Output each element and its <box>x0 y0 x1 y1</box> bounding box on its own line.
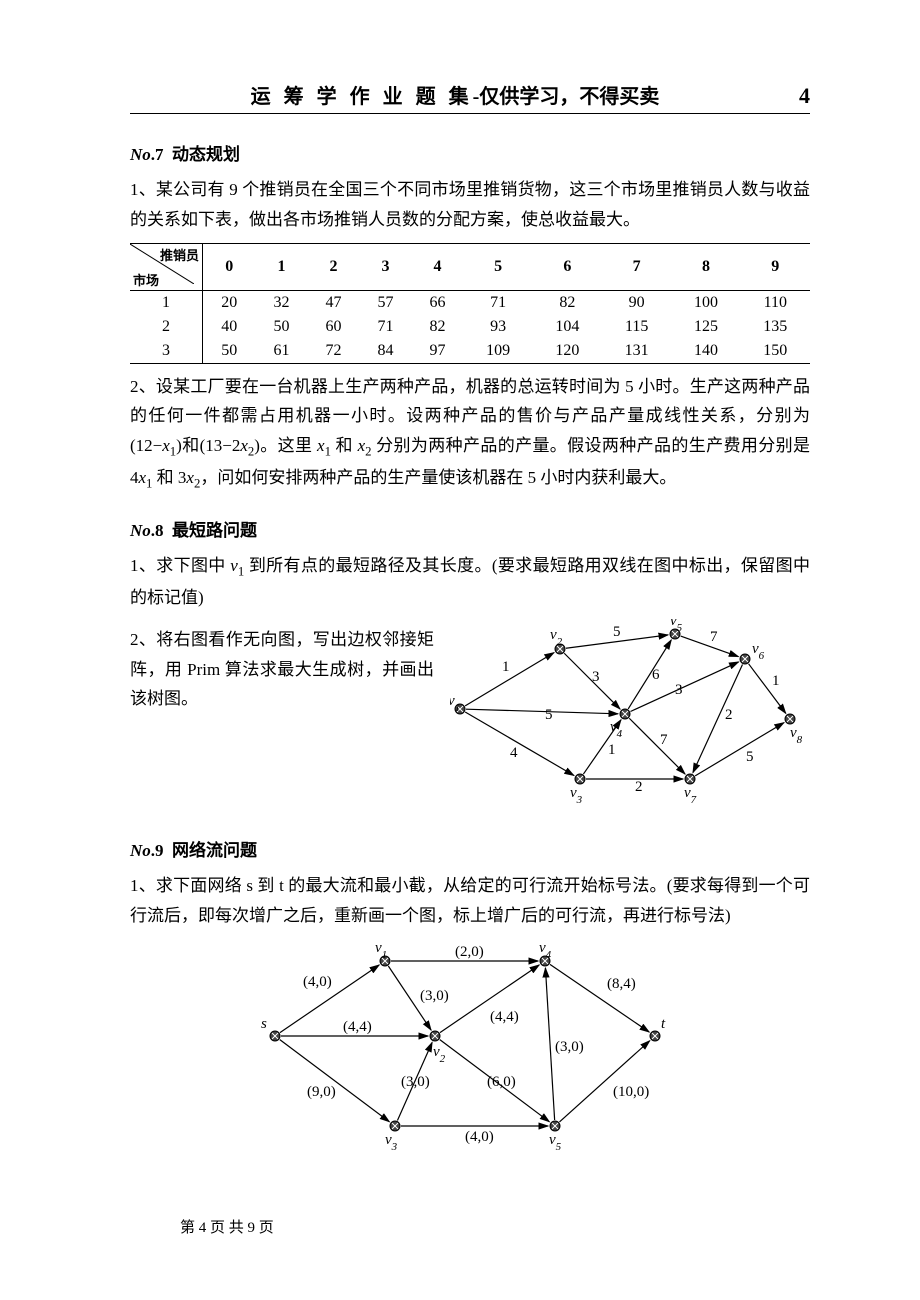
svg-text:s: s <box>261 1016 267 1032</box>
graph-shortest-path: 15435126377215v1v2v3v4v5v6v7v8 <box>450 619 810 814</box>
svg-text:(3,0): (3,0) <box>555 1039 584 1055</box>
sec9-q1: 1、求下面网络 s 到 t 的最大流和最小截，从给定的可行流开始标号法。(要求每… <box>130 871 810 931</box>
svg-text:v2: v2 <box>550 627 563 648</box>
svg-text:1: 1 <box>608 742 616 758</box>
svg-text:t: t <box>661 1016 666 1032</box>
table-row: 2 405060718293104115125135 <box>130 315 810 339</box>
page-footer: 第 4 页 共 9 页 <box>130 1216 810 1237</box>
svg-text:5: 5 <box>545 707 553 723</box>
svg-text:(3,0): (3,0) <box>420 988 449 1004</box>
svg-text:2: 2 <box>725 707 733 723</box>
svg-text:1: 1 <box>772 673 780 689</box>
svg-text:(4,4): (4,4) <box>490 1009 519 1025</box>
svg-text:v3: v3 <box>570 785 583 806</box>
svg-text:v3: v3 <box>385 1132 398 1153</box>
svg-text:(4,4): (4,4) <box>343 1019 372 1035</box>
svg-text:v6: v6 <box>752 641 765 662</box>
table-header-row: 推销员 市场 0 1 2 3 4 5 6 7 8 9 <box>130 243 810 290</box>
svg-text:4: 4 <box>510 745 518 761</box>
sec8-q1: 1、求下图中 v1 到所有点的最短路径及其长度。(要求最短路用双线在图中标出，保… <box>130 551 810 612</box>
section-7-title: No.7 动态规划 <box>130 140 810 165</box>
graph-network-flow: (4,0) (4,4) (9,0) (3,0) (2,0) (4,4) (3,0) (4,0)… <box>130 936 810 1156</box>
svg-text:5: 5 <box>746 749 754 765</box>
svg-text:2: 2 <box>635 779 643 795</box>
header-title-suffix: -仅供学习，不得买卖 <box>473 86 660 108</box>
svg-text:(2,0): (2,0) <box>455 944 484 960</box>
svg-text:7: 7 <box>710 629 718 645</box>
section-8-title: No.8 最短路问题 <box>130 516 810 541</box>
sec7-q2: 2、设某工厂要在一台机器上生产两种产品，机器的总运转时间为 5 小时。生产这两种… <box>130 372 810 495</box>
svg-text:7: 7 <box>660 732 668 748</box>
svg-text:(3,0): (3,0) <box>401 1074 430 1090</box>
svg-text:v8: v8 <box>790 725 803 746</box>
svg-text:v5: v5 <box>549 1132 562 1153</box>
svg-text:(6,0): (6,0) <box>487 1074 516 1090</box>
header-title-spaced: 运 筹 学 作 业 题 集 <box>251 86 473 108</box>
page-header: 运 筹 学 作 业 题 集-仅供学习，不得买卖 4 <box>130 80 810 114</box>
svg-text:(8,4): (8,4) <box>607 976 636 992</box>
svg-text:v7: v7 <box>684 785 697 806</box>
svg-text:(10,0): (10,0) <box>613 1084 649 1100</box>
sec8-q2: 2、将右图看作无向图，写出边权邻接矩阵，用 Prim 算法求最大生成树，并画出该… <box>130 625 434 714</box>
header-title: 运 筹 学 作 业 题 集-仅供学习，不得买卖 <box>130 80 780 109</box>
svg-text:3: 3 <box>675 682 683 698</box>
svg-text:v2: v2 <box>433 1044 446 1065</box>
svg-text:v1: v1 <box>450 693 460 714</box>
svg-text:6: 6 <box>652 667 660 683</box>
svg-text:3: 3 <box>592 669 600 685</box>
table-row: 3 5061728497109120131140150 <box>130 339 810 364</box>
header-page-number: 4 <box>780 83 810 109</box>
svg-text:(9,0): (9,0) <box>307 1084 336 1100</box>
sec7-q1: 1、某公司有 9 个推销员在全国三个不同市场里推销货物，这三个市场里推销员人数与… <box>130 175 810 235</box>
svg-text:v1: v1 <box>375 940 387 961</box>
table-corner: 推销员 市场 <box>130 243 203 290</box>
svg-text:(4,0): (4,0) <box>303 974 332 990</box>
table-row: 1 2032475766718290100110 <box>130 290 810 315</box>
svg-text:v4: v4 <box>610 719 623 740</box>
svg-text:(4,0): (4,0) <box>465 1129 494 1145</box>
svg-text:1: 1 <box>502 659 510 675</box>
section-9-title: No.9 网络流问题 <box>130 836 810 861</box>
svg-text:5: 5 <box>613 624 621 640</box>
sec7-table: 推销员 市场 0 1 2 3 4 5 6 7 8 9 1 20324757667… <box>130 243 810 364</box>
